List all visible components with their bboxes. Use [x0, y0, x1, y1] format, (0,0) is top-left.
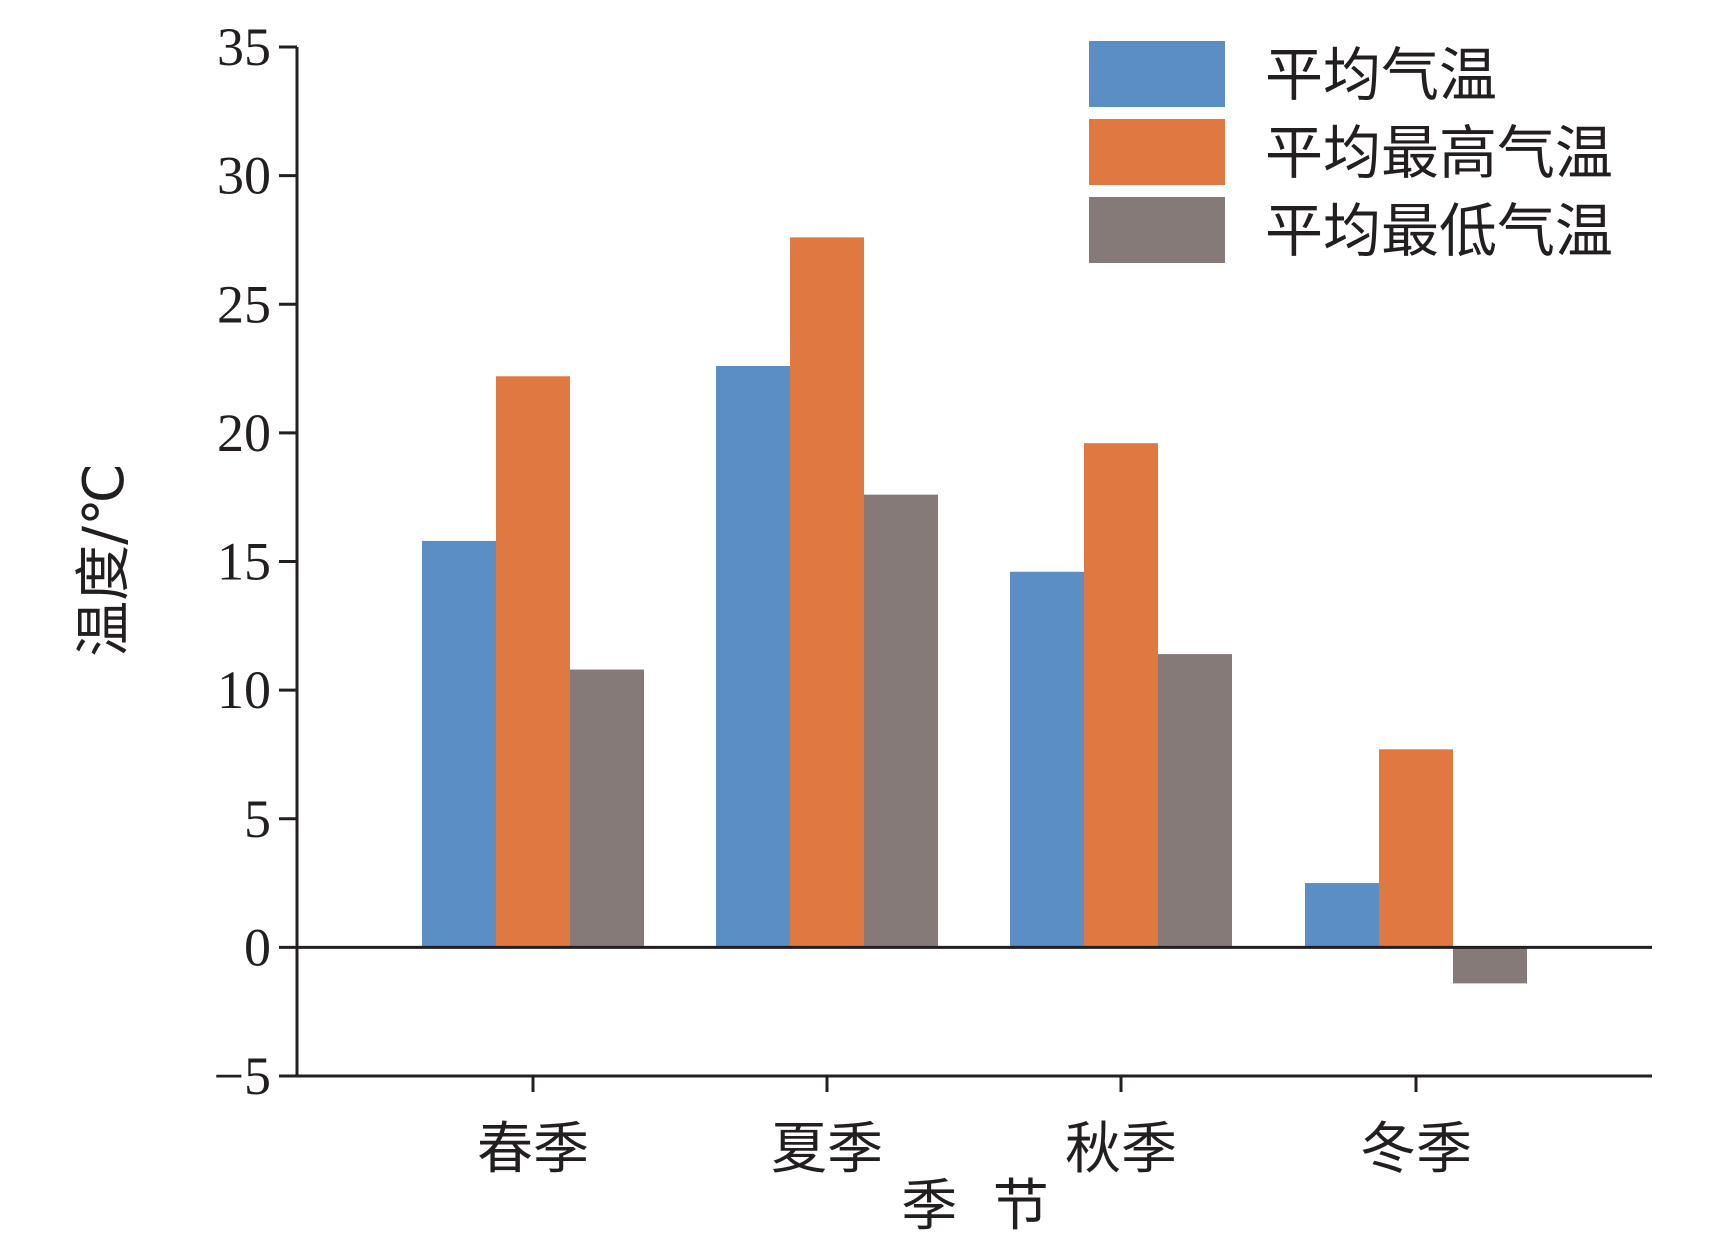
x-axis-title: 季 节: [901, 1174, 1049, 1239]
bar-3-2: [864, 494, 938, 948]
y-tick-label: 20: [217, 403, 271, 463]
legend-label-2: 平均最高气温: [1265, 119, 1613, 187]
y-ticks-group: −5 0 5 10 15 20 25 30 35: [214, 17, 297, 1106]
bar-2-1: [496, 376, 570, 948]
bar-1-3: [1010, 571, 1084, 948]
y-tick-label: 0: [244, 917, 271, 977]
bar-3-1: [570, 669, 644, 948]
legend-label-1: 平均气温: [1265, 41, 1497, 109]
bar-1-2: [716, 365, 790, 948]
bar-1-1: [422, 540, 496, 948]
bar-2-3: [1084, 443, 1158, 948]
bar-3-3: [1158, 654, 1232, 948]
legend-swatch-2: [1089, 119, 1225, 185]
y-tick-label: 10: [217, 660, 271, 720]
y-tick-label: 5: [244, 789, 271, 849]
bar-2-4: [1379, 749, 1453, 948]
x-ticks-group: 春季 夏季 秋季 冬季: [477, 1076, 1472, 1182]
y-tick-label: 35: [217, 17, 271, 77]
x-tick-label: 秋季: [1065, 1117, 1177, 1182]
y-tick-label: 30: [217, 146, 271, 206]
bars-group: [422, 237, 1527, 984]
x-tick-label: 冬季: [1360, 1117, 1472, 1182]
y-axis-title: 温度/℃: [72, 463, 137, 657]
bar-2-2: [790, 237, 864, 948]
y-tick-label: −5: [214, 1046, 271, 1106]
legend-swatch-3: [1089, 197, 1225, 263]
y-tick-label: 25: [217, 274, 271, 334]
x-tick-label: 夏季: [771, 1117, 883, 1182]
bar-1-4: [1305, 883, 1379, 948]
legend-swatch-1: [1089, 41, 1225, 107]
x-tick-label: 春季: [477, 1117, 589, 1182]
y-tick-label: 15: [217, 532, 271, 592]
legend-label-3: 平均最低气温: [1265, 197, 1613, 265]
bar-3-4: [1453, 947, 1527, 984]
